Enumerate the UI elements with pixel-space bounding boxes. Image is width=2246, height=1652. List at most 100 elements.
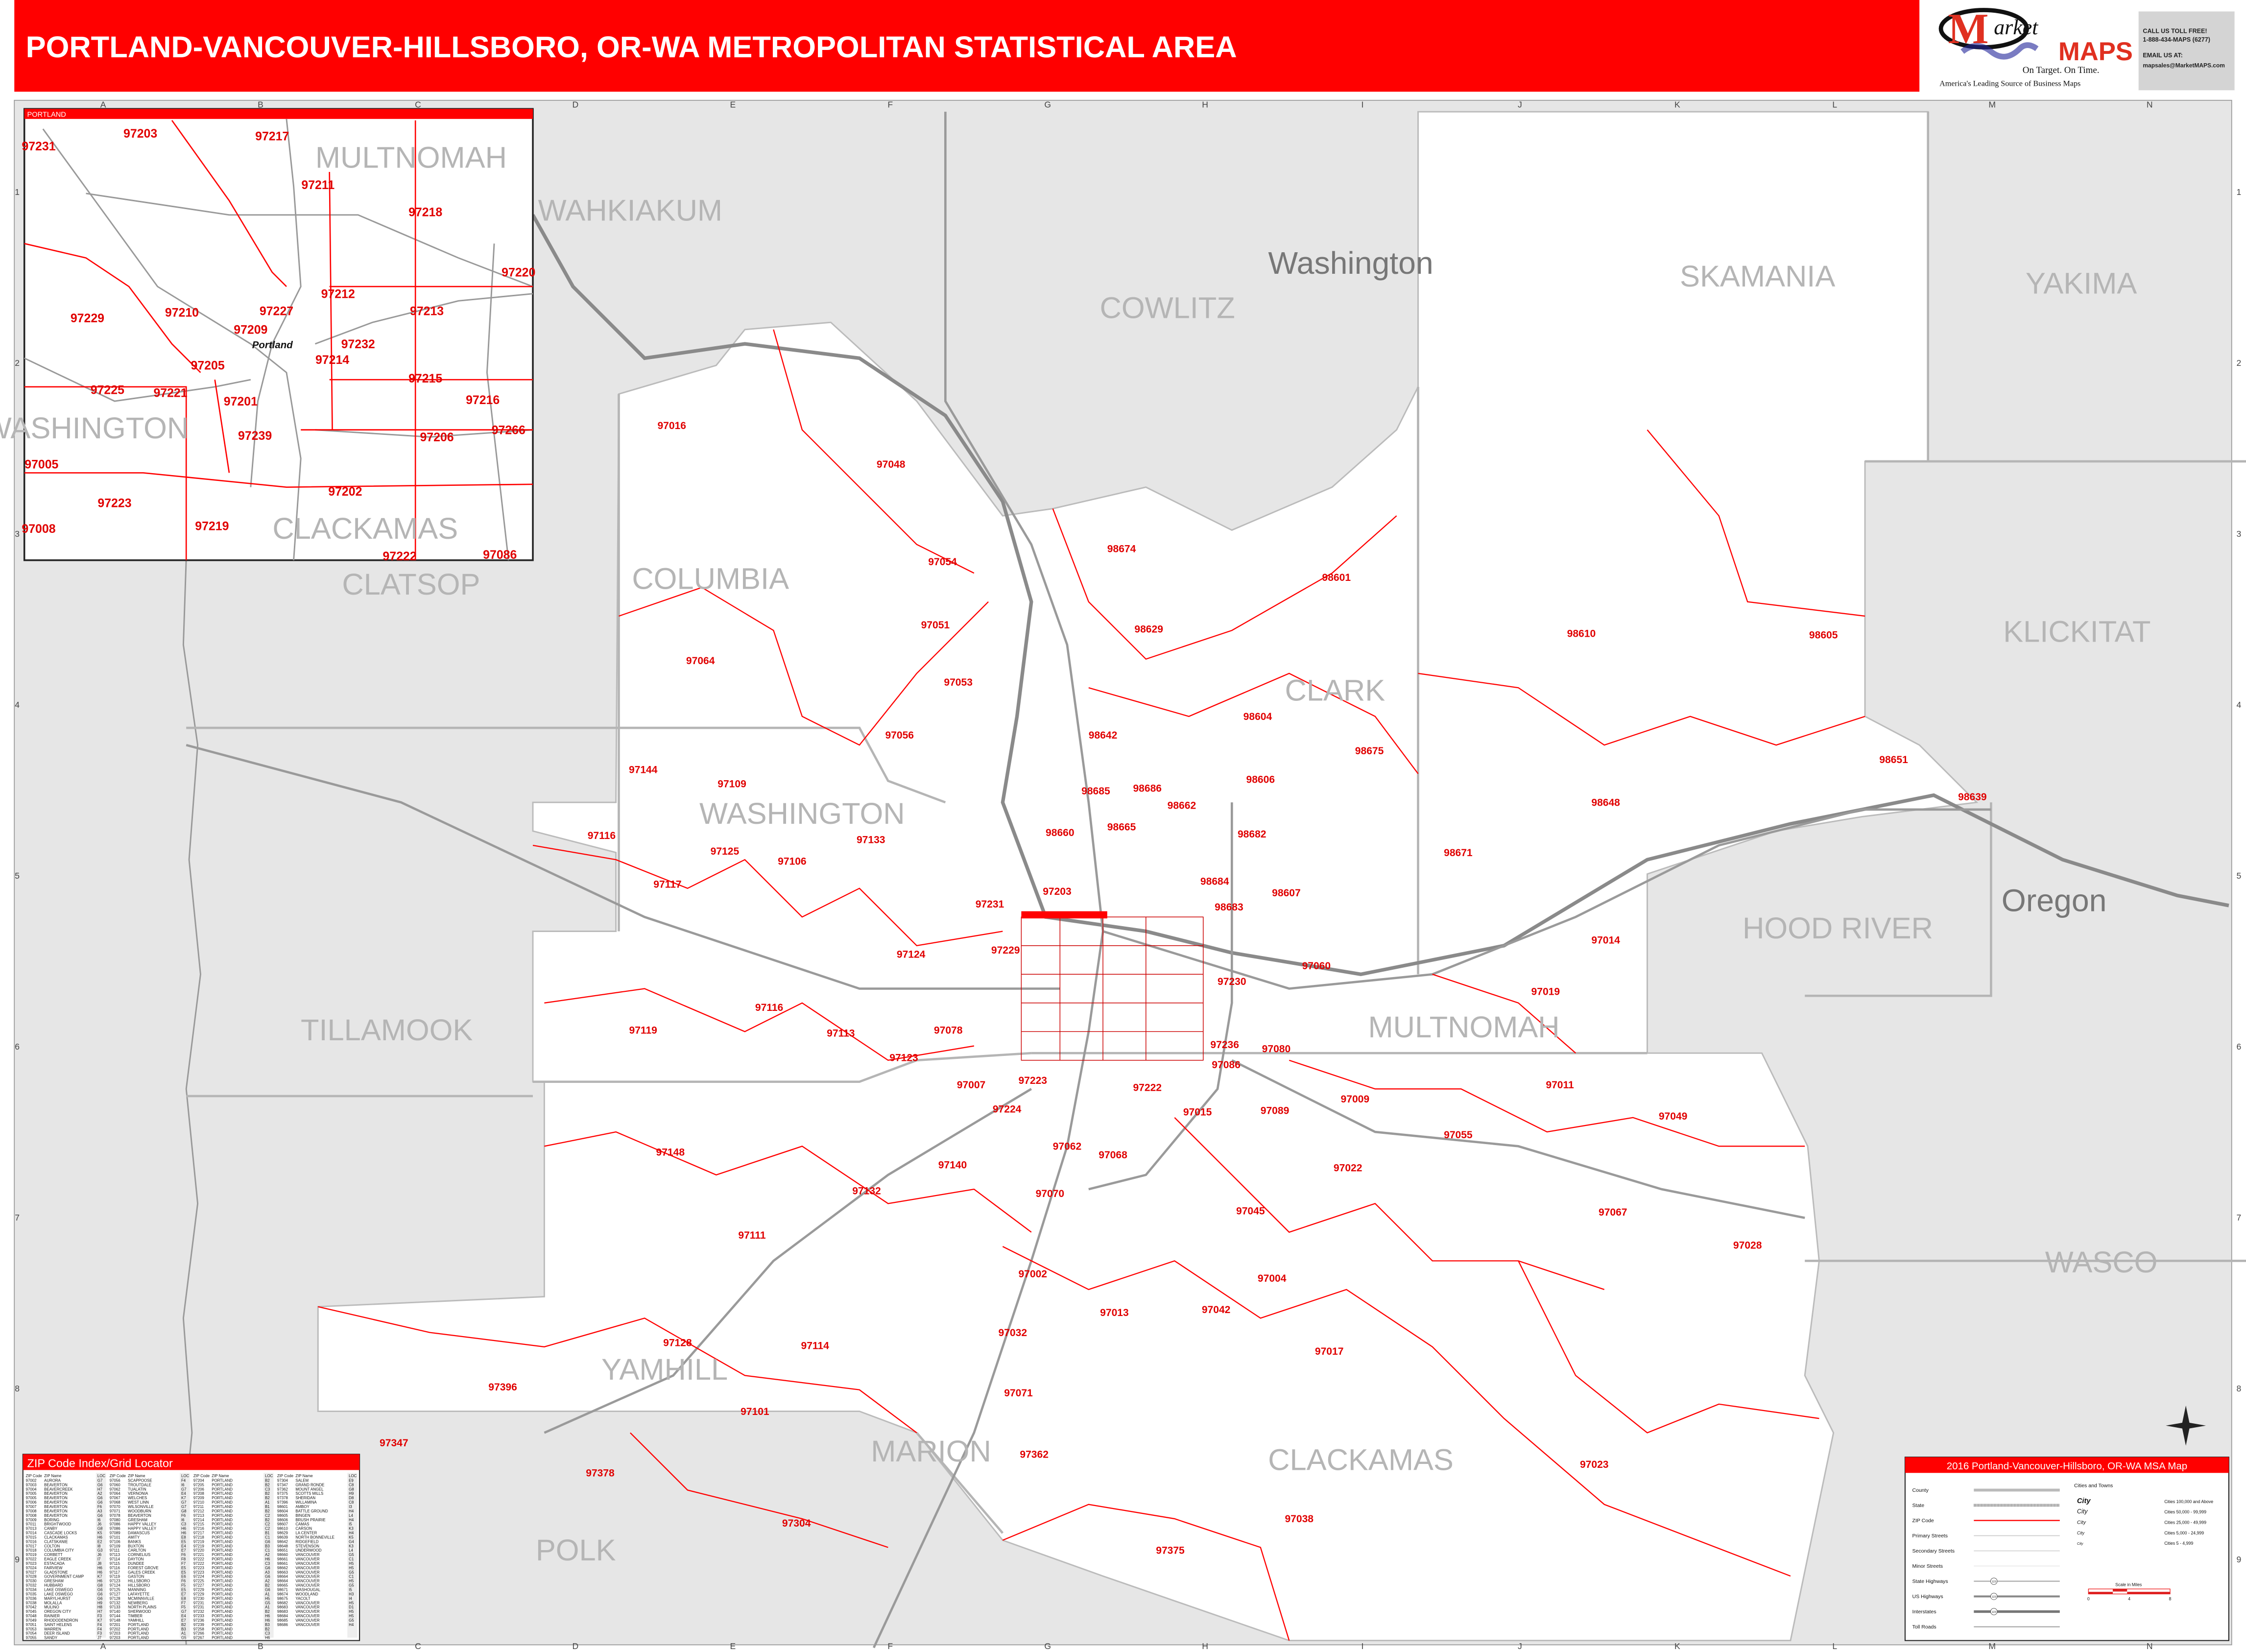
zip-index-name: PORTLAND	[128, 1627, 149, 1631]
zip-index-loc: K3	[349, 1527, 354, 1531]
zip-index-name: CORBETT	[44, 1553, 63, 1557]
inset-zip-label: 97212	[321, 287, 355, 301]
zip-index-loc: H4	[349, 1531, 354, 1535]
zip-index-loc: C2	[265, 1522, 270, 1527]
logo-tagline: On Target. On Time.	[2023, 65, 2100, 75]
zip-index-name: BEAVERTON	[44, 1513, 68, 1518]
zip-index-loc: H6	[265, 1618, 270, 1623]
zip-index-zip: 97055	[26, 1636, 37, 1640]
zip-index-loc: G6	[97, 1496, 103, 1500]
zip-index-loc: J8	[97, 1561, 102, 1566]
zip-index-header: ZIP Code	[193, 1474, 210, 1478]
zip-index-loc: F4	[181, 1478, 186, 1483]
zip-index-name: VANCOUVER	[295, 1609, 320, 1614]
grid-column-label: F	[887, 1641, 893, 1651]
zip-index-zip: 98683	[277, 1609, 288, 1614]
zip-index-loc: H5	[265, 1596, 270, 1601]
zip-index-zip: 97119	[110, 1575, 120, 1579]
grid-column-label: A	[100, 1641, 106, 1651]
zip-index-loc: C2	[265, 1513, 270, 1518]
zip-index-zip: 98660	[277, 1553, 288, 1557]
zip-label: 98606	[1246, 774, 1275, 786]
zip-label: 97045	[1236, 1205, 1265, 1217]
zip-index-loc: I5	[349, 1588, 352, 1592]
email-link[interactable]: mapsales@MarketMAPS.com	[2143, 62, 2225, 69]
zip-index-name: VANCOUVER	[295, 1566, 320, 1570]
zip-index-loc: G8	[97, 1583, 103, 1588]
zip-index-name: BEAVERTON	[44, 1496, 68, 1500]
grid-row-label: 1	[2236, 187, 2241, 197]
grid-column-label: M	[1988, 99, 1996, 109]
grid-column-label: A	[100, 99, 106, 109]
zip-index-name: OREGON CITY	[44, 1609, 72, 1614]
grid-row-label: 3	[15, 529, 20, 539]
zip-index-zip: 97203	[110, 1636, 121, 1640]
zip-index-name: CAMAS	[295, 1522, 309, 1527]
zip-index-loc: B3	[265, 1544, 270, 1548]
zip-index-zip: 97086	[110, 1527, 121, 1531]
city-sample: City	[2077, 1508, 2088, 1515]
zip-index-loc: C1	[349, 1557, 354, 1561]
zip-index-name: BANKS	[128, 1539, 141, 1544]
zip-index-loc: F7	[181, 1601, 186, 1605]
zip-label: 97116	[755, 1002, 783, 1013]
email-address[interactable]: mapsales@MarketMAPS.com	[2143, 62, 2225, 69]
grid-column-label: M	[1988, 1641, 1996, 1651]
zip-label: 97148	[656, 1147, 685, 1158]
zip-label: 97071	[1004, 1388, 1033, 1399]
zip-index-zip: 97114	[110, 1557, 120, 1561]
zip-index-loc: G6	[97, 1500, 103, 1505]
county-label: CLARK	[1285, 674, 1385, 708]
zip-index-loc: G6	[97, 1588, 103, 1592]
zip-index-zip: 97080	[110, 1518, 121, 1522]
zip-index-header: LOC	[265, 1474, 273, 1478]
zip-index-name: SCAPPOOSE	[128, 1478, 152, 1483]
zip-index-name: GLADSTONE	[44, 1570, 68, 1575]
grid-row-label: 5	[2236, 871, 2241, 881]
zip-index-zip: 97236	[193, 1618, 205, 1623]
zip-index-loc: B2	[181, 1623, 186, 1627]
zip-index-name: UNDERWOOD	[295, 1548, 322, 1553]
zip-index-name: PORTLAND	[212, 1522, 233, 1527]
zip-index-zip: 97201	[110, 1623, 120, 1627]
legend-item-label: County	[1912, 1487, 1929, 1493]
zip-index-name: CARLTON	[128, 1548, 146, 1553]
zip-label: 97089	[1261, 1105, 1290, 1117]
zip-index-zip: 98601	[277, 1505, 288, 1509]
zip-index-loc: E7	[181, 1618, 186, 1623]
zip-index-zip: 97017	[26, 1544, 37, 1548]
zip-index-zip: 97375	[277, 1491, 288, 1496]
county-label: CLACKAMAS	[1268, 1443, 1454, 1477]
zip-index-zip: 97042	[26, 1605, 37, 1609]
zip-index-loc: H5	[349, 1566, 354, 1570]
county-label: WAHKIAKUM	[538, 194, 722, 228]
zip-index-zip: 97048	[26, 1614, 37, 1618]
highway-shield-number: 123	[1992, 1580, 1996, 1583]
zip-index-zip: 97024	[26, 1566, 37, 1570]
zip-index-loc: H6	[97, 1566, 103, 1570]
zip-index-zip: 97008	[26, 1513, 37, 1518]
zip-index-loc: G6	[265, 1588, 270, 1592]
zip-index-zip: 98606	[277, 1518, 288, 1522]
zip-index-loc: H5	[349, 1614, 354, 1618]
zip-index-name: PORTLAND	[212, 1531, 233, 1535]
call-label: CALL US TOLL FREE!	[2143, 27, 2207, 34]
portland-inset[interactable]: PORTLAND MULTNOMAH WASHINGTON CLACKAMAS 972…	[0, 108, 535, 563]
zip-index-name: BEAVERTON	[44, 1483, 68, 1487]
zip-index-loc: K5	[349, 1535, 354, 1539]
city-sample: City	[2077, 1497, 2091, 1505]
zip-index-loc: G3	[97, 1548, 103, 1553]
zip-index-name: AMBOY	[295, 1505, 310, 1509]
zip-index-loc: E4	[181, 1491, 186, 1496]
zip-index-name: BEAVERTON	[44, 1500, 68, 1505]
zip-index-name: PORTLAND	[128, 1636, 149, 1640]
zip-index-zip: 98607	[277, 1522, 288, 1527]
main-map[interactable]: Washington Oregon WAHKIAKUM COWLITZ SKAMANIA…	[180, 111, 2246, 1649]
zip-index-name: PORTLAND	[212, 1631, 233, 1636]
zip-index-zip: 97208	[193, 1491, 205, 1496]
zip-index-zip: 97362	[277, 1487, 288, 1491]
zip-index-name: SHERWOOD	[128, 1609, 151, 1614]
zip-index-loc: B2	[265, 1627, 270, 1631]
zip-index-zip: 97013	[26, 1527, 37, 1531]
zip-index-zip: 98639	[277, 1535, 288, 1539]
